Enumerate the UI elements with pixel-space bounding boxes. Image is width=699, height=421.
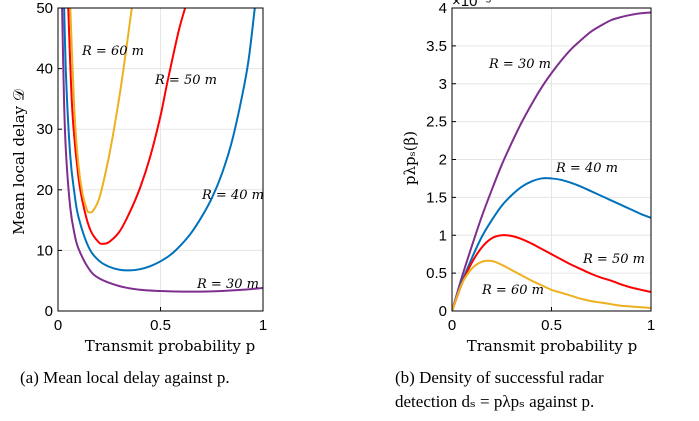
series-line-a-2 bbox=[67, 8, 187, 245]
x-tick-label-a-2: 1 bbox=[259, 317, 267, 334]
annotation-a-r40: R = 40 m bbox=[201, 188, 264, 203]
svg-text:R = 50 m: R = 50 m bbox=[154, 73, 217, 88]
series-line-a-1 bbox=[63, 8, 256, 272]
annotation-b-r50: R = 50 m bbox=[582, 252, 645, 267]
y-tick-label-a-1: 10 bbox=[36, 242, 53, 259]
svg-text:R = 50 m: R = 50 m bbox=[582, 252, 645, 267]
x-tick-label-a-0: 0 bbox=[54, 317, 62, 334]
y-tick-label-a-0: 0 bbox=[45, 303, 53, 320]
y-tick-label-b-6: 3 bbox=[439, 76, 447, 93]
annotation-b-r30: R = 30 m bbox=[488, 57, 551, 72]
x-tick-label-b-2: 1 bbox=[647, 317, 655, 334]
x-axis-label-a: Transmit probability p bbox=[85, 337, 256, 355]
series-line-b-1 bbox=[452, 177, 651, 311]
annotation-a-r60: R = 60 m bbox=[81, 44, 144, 59]
annotation-a-r50: R = 50 m bbox=[154, 73, 217, 88]
caption-b: (b) Density of successful radar detectio… bbox=[395, 366, 604, 414]
series-line-b-2 bbox=[452, 234, 651, 311]
svg-text:R = 30 m: R = 30 m bbox=[196, 277, 259, 292]
y-tick-label-a-2: 20 bbox=[36, 182, 53, 199]
y-tick-label-a-5: 50 bbox=[36, 0, 53, 17]
series-line-b-0 bbox=[452, 11, 651, 311]
y-tick-label-b-4: 2 bbox=[439, 152, 447, 169]
y-tick-label-a-3: 30 bbox=[36, 121, 53, 138]
x-tick-label-b-0: 0 bbox=[448, 317, 456, 334]
series-line-a-3 bbox=[69, 8, 133, 214]
panel-b: 0 0.5 1 0 0.5 1 1.5 2 2.5 3 3.5 4 Transmit probabil… bbox=[401, 0, 655, 355]
x-tick-label-a-1: 0.5 bbox=[150, 317, 171, 334]
y-tick-label-b-5: 2.5 bbox=[426, 114, 447, 131]
caption-b-line1: (b) Density of successful radar bbox=[395, 368, 604, 387]
svg-text:R = 40 m: R = 40 m bbox=[201, 188, 264, 203]
y-exponent-label-b: ×10⁻⁵ bbox=[452, 0, 492, 10]
svg-text:R = 30 m: R = 30 m bbox=[488, 57, 551, 72]
y-tick-label-b-0: 0 bbox=[439, 303, 447, 320]
y-axis-label-a: Mean local delay 𝒟 bbox=[10, 89, 28, 235]
y-tick-label-b-1: 0.5 bbox=[426, 265, 447, 282]
caption-a-text: (a) Mean local delay against p. bbox=[20, 368, 230, 387]
svg-text:R = 40 m: R = 40 m bbox=[555, 161, 618, 176]
series-line-a-0 bbox=[61, 8, 263, 293]
y-tick-label-b-8: 4 bbox=[439, 0, 447, 17]
annotation-b-r40: R = 40 m bbox=[555, 161, 618, 176]
y-tick-label-b-7: 3.5 bbox=[426, 38, 447, 55]
svg-text:R = 60 m: R = 60 m bbox=[481, 283, 544, 298]
annotation-b-r60: R = 60 m bbox=[481, 283, 544, 298]
y-tick-label-a-4: 40 bbox=[36, 61, 53, 78]
y-axis-label-b: pλpₛ(β) bbox=[401, 131, 419, 185]
x-tick-label-b-1: 0.5 bbox=[541, 317, 562, 334]
y-tick-label-b-3: 1.5 bbox=[426, 189, 447, 206]
series-line-b-3 bbox=[452, 259, 651, 311]
x-axis-label-b: Transmit probability p bbox=[467, 337, 638, 355]
caption-b-line2: detection dₛ = pλpₛ against p. bbox=[395, 392, 595, 411]
y-tick-label-b-2: 1 bbox=[439, 227, 447, 244]
annotation-a-r30: R = 30 m bbox=[196, 277, 259, 292]
svg-text:R = 60 m: R = 60 m bbox=[81, 44, 144, 59]
caption-a: (a) Mean local delay against p. bbox=[20, 366, 230, 390]
